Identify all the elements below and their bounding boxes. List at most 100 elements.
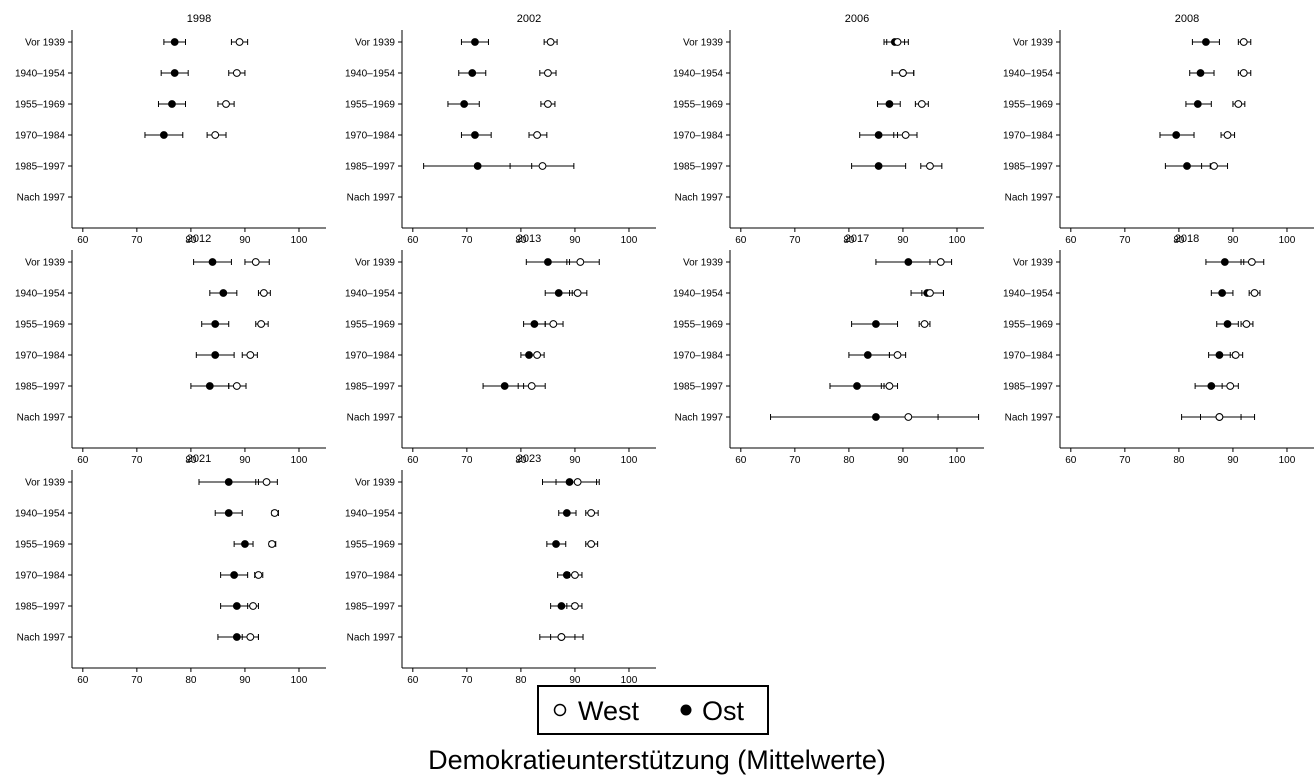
ost-point <box>552 540 560 548</box>
y-tick-label: Nach 1997 <box>347 633 396 644</box>
ost-point <box>1218 289 1227 297</box>
ost-point <box>232 602 241 610</box>
west-point <box>926 289 934 297</box>
y-tick-label: Vor 1939 <box>25 258 65 269</box>
panel-title: 2021 <box>187 453 211 465</box>
y-tick-label: 1955–1969 <box>345 540 395 551</box>
y-tick-label: Vor 1939 <box>25 478 65 489</box>
west-point <box>1210 162 1218 170</box>
west-point <box>587 540 596 548</box>
y-tick-label: 1955–1969 <box>345 100 395 111</box>
y-tick-label: 1955–1969 <box>673 100 723 111</box>
west-point <box>573 289 582 297</box>
x-tick-label: 90 <box>239 675 251 686</box>
y-tick-label: 1955–1969 <box>15 540 65 551</box>
y-tick-label: 1940–1954 <box>1003 69 1053 80</box>
y-tick-label: 1970–1984 <box>673 351 723 362</box>
y-tick-label: 1970–1984 <box>673 131 723 142</box>
west-point <box>893 38 902 46</box>
west-point <box>249 602 257 610</box>
y-tick-label: Vor 1939 <box>355 38 395 49</box>
x-tick-label: 100 <box>949 455 966 466</box>
y-tick-label: 1940–1954 <box>345 509 395 520</box>
west-point <box>235 38 244 46</box>
x-tick-label: 60 <box>77 455 89 466</box>
west-point <box>571 602 579 610</box>
y-tick-label: 1940–1954 <box>673 69 723 80</box>
x-tick-label: 60 <box>735 235 747 246</box>
west-point <box>920 320 929 328</box>
y-tick-label: 1985–1997 <box>15 382 65 393</box>
ost-point <box>1223 320 1232 328</box>
y-tick-label: 1940–1954 <box>673 289 723 300</box>
y-tick-label: Vor 1939 <box>355 478 395 489</box>
y-tick-label: Nach 1997 <box>17 633 66 644</box>
west-point <box>557 633 566 641</box>
ost-point <box>473 162 482 170</box>
x-tick-label: 90 <box>1227 455 1239 466</box>
west-point <box>259 289 268 297</box>
panel-2012: 2012 Vor 1939 1940–1954 1955–1969 1970–1984 1… <box>15 233 326 466</box>
ost-point <box>1193 100 1202 108</box>
west-point <box>544 69 552 77</box>
west-point <box>1250 289 1259 297</box>
panel-2018: 2018 Vor 1939 1940–1954 1955–1969 1970–1984 1… <box>1003 233 1314 466</box>
panel-title: 2008 <box>1175 13 1199 25</box>
y-tick-label: 1985–1997 <box>15 602 65 613</box>
west-point <box>533 131 542 139</box>
ost-point <box>168 100 176 108</box>
west-point <box>533 351 542 359</box>
west-point <box>1226 382 1235 390</box>
x-tick-label: 80 <box>515 675 527 686</box>
x-tick-label: 100 <box>621 675 638 686</box>
x-tick-label: 100 <box>291 675 308 686</box>
x-tick-label: 100 <box>949 235 966 246</box>
west-point <box>893 351 902 359</box>
ost-point <box>224 509 233 517</box>
ost-point <box>460 100 469 108</box>
west-point <box>544 100 552 108</box>
west-point <box>1215 413 1224 421</box>
y-tick-label: 1970–1984 <box>15 571 65 582</box>
west-point <box>211 131 220 139</box>
west-point <box>917 100 926 108</box>
x-axis-title: Demokratieunterstützung (Mittelwerte) <box>428 745 886 775</box>
west-point <box>222 100 230 108</box>
west-point <box>901 131 910 139</box>
panel-title: 1998 <box>187 13 211 25</box>
ost-point <box>557 602 566 610</box>
y-tick-label: 1955–1969 <box>15 320 65 331</box>
west-point <box>246 351 255 359</box>
west-point <box>268 540 276 548</box>
ost-point <box>230 571 239 579</box>
y-tick-label: Nach 1997 <box>1005 193 1054 204</box>
x-tick-label: 70 <box>131 235 143 246</box>
y-tick-label: 1955–1969 <box>673 320 723 331</box>
west-point <box>576 258 585 266</box>
y-tick-label: Nach 1997 <box>347 193 396 204</box>
west-point <box>936 258 945 266</box>
ost-point <box>468 69 477 77</box>
ost-point <box>500 382 509 390</box>
y-tick-label: 1985–1997 <box>1003 162 1053 173</box>
x-tick-label: 90 <box>569 455 581 466</box>
west-point <box>885 382 894 390</box>
y-tick-label: 1970–1984 <box>345 571 395 582</box>
x-tick-label: 80 <box>1173 235 1185 246</box>
y-tick-label: Vor 1939 <box>355 258 395 269</box>
y-tick-label: 1940–1954 <box>15 509 65 520</box>
west-point <box>232 69 241 77</box>
panel-title: 2006 <box>845 13 869 25</box>
x-tick-label: 70 <box>131 455 143 466</box>
panel-2008: 2008 Vor 1939 1940–1954 1955–1969 1970–1984 1… <box>1003 13 1314 246</box>
x-tick-label: 60 <box>407 675 419 686</box>
west-point <box>1234 100 1243 108</box>
west-point <box>1247 258 1256 266</box>
y-tick-label: 1985–1997 <box>673 162 723 173</box>
x-tick-label: 60 <box>77 235 89 246</box>
ost-point <box>863 351 872 359</box>
west-point <box>254 571 263 579</box>
x-tick-label: 90 <box>239 235 251 246</box>
y-tick-label: 1940–1954 <box>345 289 395 300</box>
panel-2013: 2013 Vor 1939 1940–1954 1955–1969 1970–1984 1… <box>345 233 656 466</box>
